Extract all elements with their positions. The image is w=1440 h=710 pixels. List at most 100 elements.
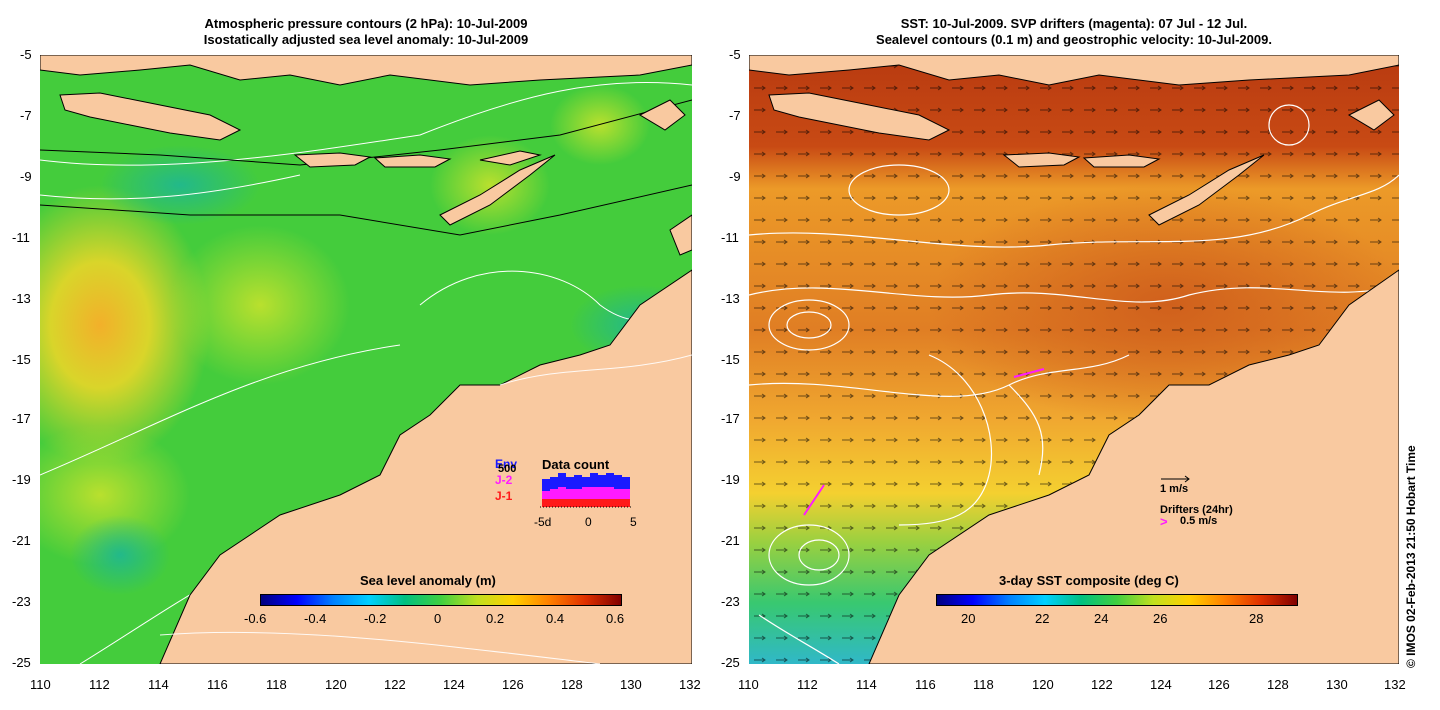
left-xtick-11: 130	[620, 677, 642, 692]
right-ytick-2: -7	[729, 108, 741, 123]
left-ytick-9: -21	[12, 533, 31, 548]
left-colorbar-label: Sea level anomaly (m)	[360, 573, 496, 588]
land-masses	[40, 55, 692, 664]
inset-legend-j2: J-2	[495, 473, 513, 487]
right-xtick-4: 116	[915, 677, 936, 692]
left-ytick-8: -19	[12, 472, 31, 487]
bars-j2	[542, 487, 630, 499]
australia-landmass-right	[868, 269, 1399, 664]
right-xtick-2: 112	[797, 677, 818, 692]
inset-xtick-m5: -5d	[534, 515, 552, 529]
right-cbar-tick-4: 26	[1153, 611, 1168, 626]
left-xtick-7: 122	[384, 677, 406, 692]
right-colorbar-label: 3-day SST composite (deg C)	[999, 573, 1179, 588]
right-map-graphic	[749, 55, 1399, 664]
anomaly-region	[170, 225, 350, 385]
java-landmass	[40, 55, 692, 86]
left-cbar-tick-3: -0.2	[364, 611, 387, 626]
right-ytick-9: -21	[721, 533, 740, 548]
left-xtick-3: 114	[148, 677, 169, 692]
inset-title: Data count	[542, 457, 610, 472]
right-cbar-tick-5: 28	[1249, 611, 1264, 626]
left-colorbar	[260, 594, 622, 606]
australia-landmass	[159, 269, 692, 664]
left-ytick-10: -23	[12, 594, 31, 609]
left-xtick-12: 132	[679, 677, 701, 692]
right-xtick-5: 118	[973, 677, 994, 692]
right-title-line1: SST: 10-Jul-2009. SVP drifters (magenta)…	[900, 16, 1248, 31]
left-cbar-tick-5: 0.2	[486, 611, 505, 626]
drifter-tracks	[803, 368, 1045, 516]
right-ytick-3: -9	[729, 169, 741, 184]
velocity-scale-label: 1 m/s	[1160, 483, 1189, 495]
island	[59, 92, 242, 141]
data-count-inset: Env 500 J-2 J-1 Data count	[490, 455, 650, 535]
bars-j1	[542, 499, 630, 507]
drifters-scale-label: 0.5 m/s	[1180, 515, 1218, 527]
right-xtick-3: 114	[856, 677, 877, 692]
left-xtick-10: 128	[561, 677, 583, 692]
right-colorbar	[936, 594, 1298, 606]
timor-island	[439, 154, 556, 226]
right-xtick-9: 126	[1208, 677, 1230, 692]
right-ytick-8: -19	[721, 472, 740, 487]
left-ytick-2: -7	[20, 108, 32, 123]
left-xtick-9: 126	[502, 677, 524, 692]
right-ytick-11: -25	[721, 655, 740, 670]
high-anomaly-region	[40, 185, 210, 465]
left-ytick-6: -15	[12, 352, 31, 367]
right-title-line2: Sealevel contours (0.1 m) and geostrophi…	[876, 32, 1272, 47]
right-cbar-tick-1: 20	[961, 611, 976, 626]
left-title-line1: Atmospheric pressure contours (2 hPa): 1…	[204, 16, 528, 31]
left-xtick-2: 112	[89, 677, 110, 692]
right-xtick-10: 128	[1267, 677, 1289, 692]
drifters-label: Drifters (24hr)	[1160, 504, 1233, 516]
right-ytick-10: -23	[721, 594, 740, 609]
right-panel-title: SST: 10-Jul-2009. SVP drifters (magenta)…	[749, 16, 1399, 48]
right-xtick-6: 120	[1032, 677, 1054, 692]
right-cbar-tick-3: 24	[1094, 611, 1109, 626]
left-xtick-5: 118	[266, 677, 287, 692]
left-map[interactable]: Env 500 J-2 J-1 Data count	[40, 55, 692, 664]
right-ytick-1: -5	[729, 47, 741, 62]
left-xtick-6: 120	[325, 677, 347, 692]
right-ytick-4: -11	[721, 230, 739, 245]
right-land-masses	[749, 55, 1399, 664]
inset-xtick-0: 0	[585, 515, 592, 529]
right-xtick-11: 130	[1326, 677, 1348, 692]
left-cbar-tick-4: 0	[434, 611, 442, 626]
right-xtick-7: 122	[1091, 677, 1113, 692]
left-ytick-5: -13	[12, 291, 31, 306]
left-ytick-11: -25	[12, 655, 31, 670]
left-xtick-8: 124	[443, 677, 465, 692]
inset-overlay-text: 500	[498, 463, 517, 475]
left-cbar-tick-7: 0.6	[606, 611, 625, 626]
inset-legend-j1: J-1	[495, 489, 513, 503]
left-map-graphic	[40, 55, 692, 664]
left-ytick-7: -17	[12, 411, 31, 426]
inset-xtick-5: 5	[630, 515, 637, 529]
right-map[interactable]: 1 m/s Drifters (24hr) > 0.5 m/s 3-day SS…	[749, 55, 1399, 664]
right-cbar-tick-2: 22	[1035, 611, 1050, 626]
left-xtick-1: 110	[30, 677, 51, 692]
left-cbar-tick-6: 0.4	[546, 611, 565, 626]
left-ytick-1: -5	[20, 47, 32, 62]
bars-env	[542, 473, 630, 491]
left-ytick-4: -11	[12, 230, 30, 245]
sealevel-contours	[749, 104, 1399, 664]
right-xtick-12: 132	[1384, 677, 1406, 692]
right-xtick-8: 124	[1150, 677, 1172, 692]
right-xtick-1: 110	[738, 677, 759, 692]
left-panel-title: Atmospheric pressure contours (2 hPa): 1…	[40, 16, 692, 48]
right-ytick-6: -15	[721, 352, 740, 367]
left-ytick-3: -9	[20, 169, 32, 184]
imos-credit: © IMOS 02-Feb-2013 21:50 Hobart Time	[1404, 445, 1418, 668]
left-cbar-tick-1: -0.6	[244, 611, 267, 626]
right-ytick-5: -13	[721, 291, 740, 306]
data-count-bars	[540, 473, 632, 508]
left-xtick-4: 116	[207, 677, 228, 692]
inset-legend-env: Env	[495, 457, 518, 471]
velocity-scale-arrow	[1161, 475, 1190, 483]
left-cbar-tick-2: -0.4	[304, 611, 327, 626]
right-ytick-7: -17	[721, 411, 740, 426]
